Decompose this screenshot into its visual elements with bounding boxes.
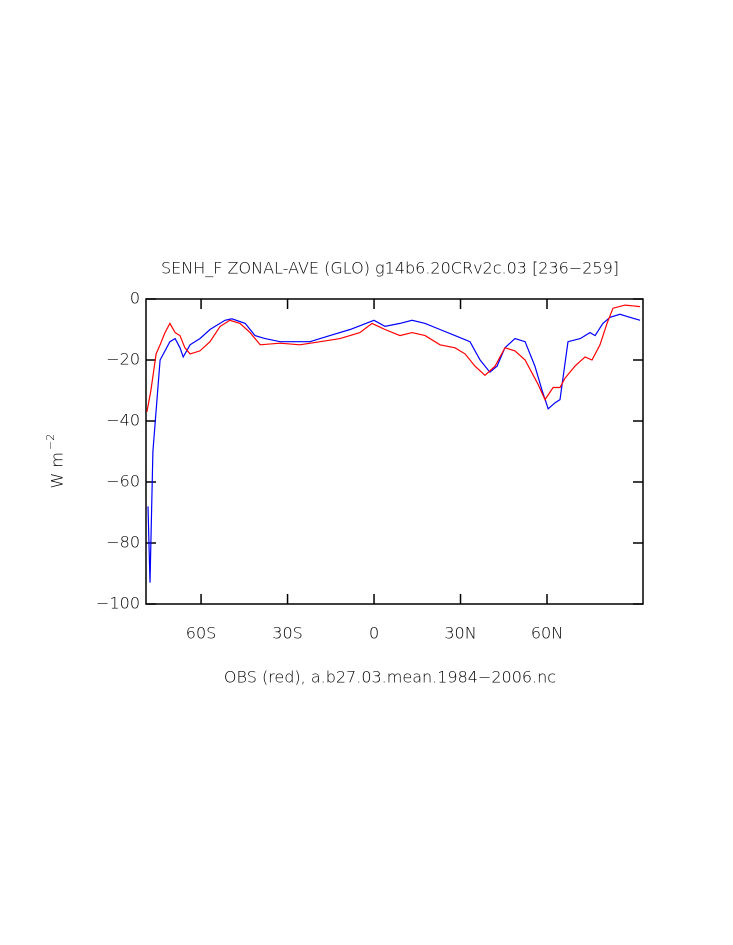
x-tick-label: 0 xyxy=(369,624,379,643)
data-line xyxy=(146,304,641,413)
x-axis-label: OBS (red), a.b27.03.mean.1984−2006.nc xyxy=(224,668,556,687)
y-tick-label: −100 xyxy=(96,594,140,613)
y-axis-label-text: W m xyxy=(48,452,67,489)
y-axis-label-sup: −2 xyxy=(44,434,57,450)
x-tick-label: 60S xyxy=(186,624,217,643)
y-axis-label: W m −2 xyxy=(44,434,67,489)
x-tick-label: 30S xyxy=(272,624,303,643)
y-tick-label: 0 xyxy=(130,289,140,308)
chart-title: SENH_F ZONAL-AVE (GLO) g14b6.20CRv2c.03 … xyxy=(161,259,619,278)
y-tick-label: −20 xyxy=(106,350,140,369)
y-tick-label: −80 xyxy=(106,533,140,552)
plot-frame xyxy=(145,298,644,605)
x-tick-label: 30N xyxy=(444,624,476,643)
y-tick-label: −40 xyxy=(106,411,140,430)
x-tick-label: 60N xyxy=(531,624,563,643)
data-line xyxy=(147,313,641,583)
y-tick-label: −60 xyxy=(106,472,140,491)
